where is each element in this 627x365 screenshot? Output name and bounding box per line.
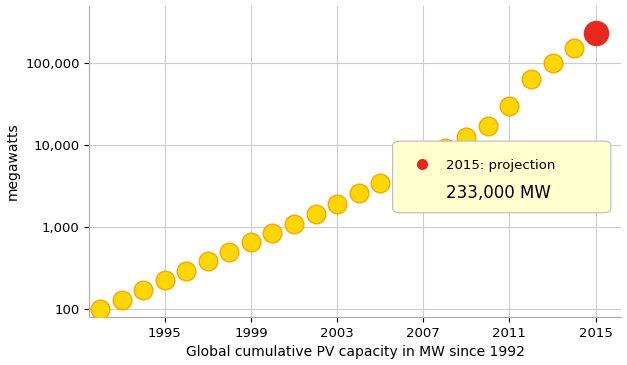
Point — [95, 306, 105, 312]
Point — [310, 211, 320, 217]
Point — [203, 258, 213, 264]
Point — [504, 103, 514, 109]
Point — [289, 221, 299, 227]
Point — [569, 46, 579, 51]
Point — [160, 277, 170, 283]
Point — [181, 268, 191, 273]
Y-axis label: megawatts: megawatts — [6, 123, 19, 200]
Point — [397, 168, 407, 173]
Point — [526, 77, 536, 82]
Point — [354, 190, 364, 196]
Point — [117, 297, 127, 303]
Point — [418, 156, 428, 162]
X-axis label: Global cumulative PV capacity in MW since 1992: Global cumulative PV capacity in MW sinc… — [186, 345, 525, 360]
Point — [224, 249, 234, 255]
Point — [483, 123, 493, 129]
Point — [591, 30, 601, 36]
Point — [375, 181, 385, 187]
Point — [547, 60, 557, 66]
Point — [246, 239, 256, 245]
Point — [332, 201, 342, 207]
Text: 2015: projection: 2015: projection — [446, 159, 556, 172]
Text: 233,000 MW: 233,000 MW — [446, 184, 551, 201]
Point — [268, 230, 278, 236]
Point — [138, 287, 148, 293]
FancyBboxPatch shape — [393, 141, 611, 213]
Point — [440, 145, 450, 151]
Point — [461, 134, 472, 140]
